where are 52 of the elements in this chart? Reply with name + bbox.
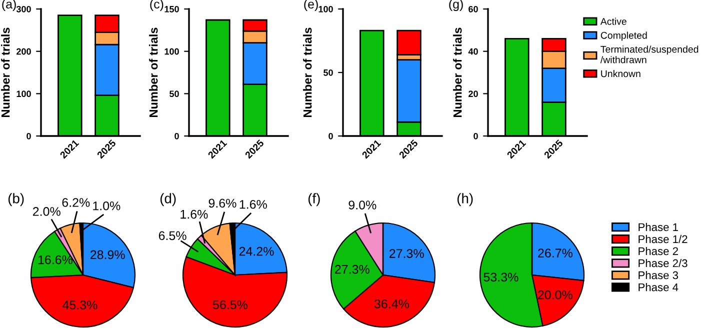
y-axis-title: Number of trials xyxy=(149,28,158,117)
legend-label: Phase 4 xyxy=(638,283,678,292)
data-label: 9.0% xyxy=(348,200,376,210)
y-tick-label: 0 xyxy=(328,132,333,140)
y-tick-label: 60 xyxy=(468,6,478,12)
data-label: 6.5% xyxy=(158,231,186,240)
y-tick-label: 0 xyxy=(174,132,179,140)
chart-title: (f) xyxy=(308,193,320,206)
data-label: 45.3% xyxy=(62,300,98,310)
data-label: 2.0% xyxy=(33,207,60,216)
legend-label: Phase 2/3 xyxy=(638,258,688,268)
data-label: 20.0% xyxy=(538,290,572,300)
legend-label: Phase 2 xyxy=(638,246,678,256)
data-label: 24.2% xyxy=(239,246,274,256)
data-label: 27.3% xyxy=(335,264,370,274)
data-label: 28.9% xyxy=(90,250,125,260)
chart-title: (d) xyxy=(160,193,176,206)
chart-title: (h) xyxy=(457,193,473,206)
data-label: 26.7% xyxy=(538,248,572,258)
y-tick-label: 0 xyxy=(26,132,31,140)
y-tick-label: 100 xyxy=(16,90,31,98)
data-label: 1.6% xyxy=(180,210,208,219)
data-label: 56.5% xyxy=(212,300,248,310)
legend-label: Terminated/suspended /withdrawn xyxy=(600,46,698,64)
y-tick-label: 100 xyxy=(318,6,333,12)
data-label: 1.6% xyxy=(240,200,267,209)
y-tick-label: 20 xyxy=(468,90,478,98)
data-label: 16.6% xyxy=(38,255,72,264)
legend-label: Phase 3 xyxy=(638,271,678,280)
legend-label: Phase 1 xyxy=(638,222,678,232)
legend-label: Unknown xyxy=(601,70,640,78)
data-label: 27.3% xyxy=(390,249,424,258)
y-tick-label: 300 xyxy=(16,6,31,12)
y-tick-label: 40 xyxy=(468,48,478,55)
data-label: 6.2% xyxy=(62,198,90,207)
y-axis-title: Number of trials xyxy=(453,28,462,117)
data-label: 36.4% xyxy=(374,299,409,308)
y-tick-label: 0 xyxy=(474,132,478,140)
chart-title: (b) xyxy=(8,193,24,206)
y-tick-label: 50 xyxy=(170,90,179,98)
y-tick-label: 150 xyxy=(164,6,179,12)
data-label: 53.3% xyxy=(484,272,518,282)
data-label: 1.0% xyxy=(93,201,120,210)
y-tick-label: 200 xyxy=(16,48,31,55)
y-axis-title: Number of trials xyxy=(1,28,10,117)
legend-label: Active xyxy=(600,18,626,25)
legend-label: Phase 1/2 xyxy=(638,234,688,244)
y-axis-title: Number of trials xyxy=(303,28,312,117)
data-label: 9.6% xyxy=(208,198,236,208)
legend-label: Completed xyxy=(600,32,647,41)
y-tick-label: 100 xyxy=(164,48,179,55)
y-tick-label: 50 xyxy=(324,69,333,76)
